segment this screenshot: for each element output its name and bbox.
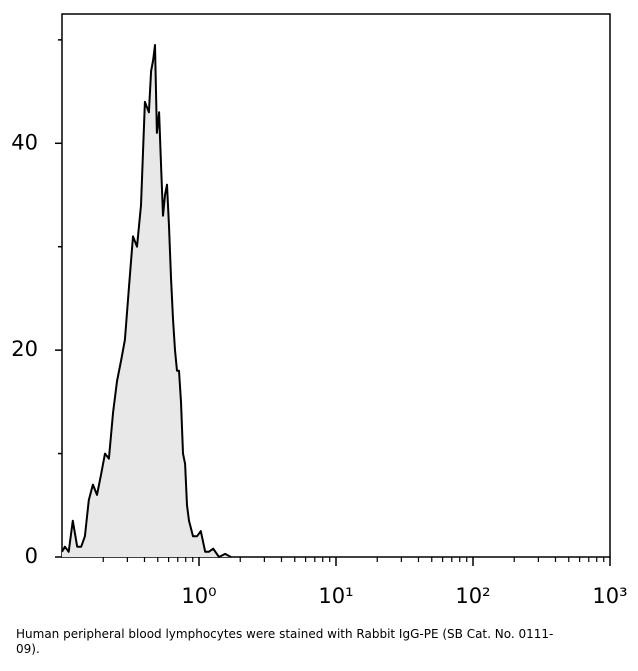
y-tick-label: 40 xyxy=(11,130,38,154)
y-tick-label: 0 xyxy=(25,544,38,568)
chart: 0 20 40 10⁰ 10¹ 10² 10³ xyxy=(11,13,628,608)
x-tick-label: 10² xyxy=(455,584,490,608)
x-tick-label: 10¹ xyxy=(318,584,353,608)
caption: Human peripheral blood lymphocytes were … xyxy=(16,627,554,656)
y-tick-label: 20 xyxy=(11,337,38,361)
x-tick-label: 10⁰ xyxy=(181,584,216,608)
x-tick-label: 10³ xyxy=(592,584,627,608)
area-line xyxy=(61,44,232,558)
area-fill xyxy=(62,45,231,557)
